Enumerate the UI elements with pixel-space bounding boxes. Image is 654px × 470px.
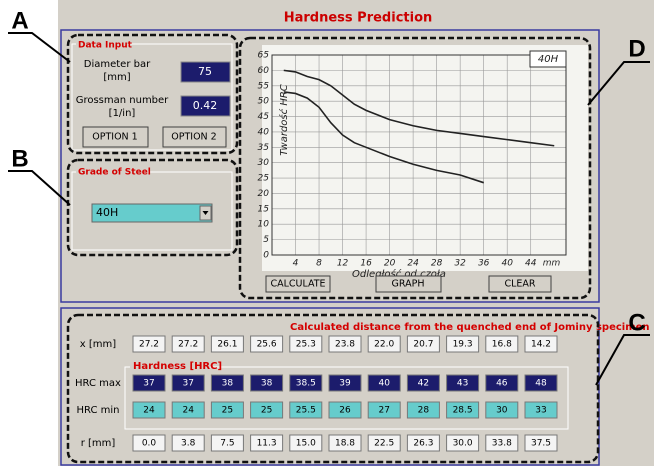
cell-value: 33 xyxy=(535,406,546,416)
input-value: 0.42 xyxy=(193,99,218,112)
label: Diameter bar xyxy=(84,59,151,70)
callout: C xyxy=(628,309,645,336)
x-tick-label: 24 xyxy=(407,259,419,269)
callout: A xyxy=(11,7,28,34)
cell-value: 14.2 xyxy=(531,340,551,350)
screen: Hardness Prediction Data Input Diameter … xyxy=(0,0,654,466)
row-label: x [mm] xyxy=(80,339,116,350)
cell-value: 23.8 xyxy=(335,340,355,350)
y-tick-label: 40 xyxy=(258,127,270,137)
cell-value: 28.5 xyxy=(453,406,473,416)
cell-value: 11.3 xyxy=(257,439,277,449)
legend: Grade of Steel xyxy=(78,168,151,178)
cell-value: 25.6 xyxy=(257,340,277,350)
graph-bg xyxy=(262,45,588,271)
cell-value: 27.2 xyxy=(178,340,198,350)
cell-value: 16.8 xyxy=(492,340,512,350)
cell-value: 42 xyxy=(418,379,429,389)
row-label: HRC max xyxy=(75,378,121,389)
cell-value: 48 xyxy=(535,379,547,389)
cell-value: 27 xyxy=(378,406,389,416)
cell-value: 40 xyxy=(378,379,390,389)
cell-value: 18.8 xyxy=(335,439,355,449)
button-label: CALCULATE xyxy=(270,279,325,290)
y-tick-label: 50 xyxy=(258,97,270,107)
x-tick-label: 20 xyxy=(384,259,396,269)
y-tick-label: 0 xyxy=(263,251,269,261)
cell-value: 46 xyxy=(496,379,508,389)
cell-value: 20.7 xyxy=(413,340,433,350)
callout: B xyxy=(11,145,28,172)
cell-value: 22.0 xyxy=(374,340,394,350)
x-unit: mm xyxy=(543,259,561,269)
x-tick-label: 16 xyxy=(360,259,372,269)
legend: Hardness [HRC] xyxy=(133,361,222,372)
button-label: OPTION 2 xyxy=(171,132,216,143)
cell-value: 26 xyxy=(339,406,351,416)
cell-value: 38 xyxy=(261,379,273,389)
cell-value: 3.8 xyxy=(181,439,196,449)
x-tick-label: 28 xyxy=(431,259,443,269)
cell-value: 38 xyxy=(222,379,234,389)
cell-value: 30.0 xyxy=(453,439,473,449)
y-tick-label: 10 xyxy=(258,220,270,230)
y-tick-label: 25 xyxy=(258,174,270,184)
cell-value: 25.5 xyxy=(296,406,316,416)
cell-value: 26.1 xyxy=(217,340,237,350)
cell-value: 27.2 xyxy=(139,340,159,350)
cell-value: 37 xyxy=(182,379,193,389)
x-tick-label: 44 xyxy=(525,259,537,269)
x-tick-label: 12 xyxy=(337,259,349,269)
cell-value: 15.0 xyxy=(296,439,316,449)
label: [1/in] xyxy=(109,108,136,119)
y-tick-label: 5 xyxy=(263,235,269,245)
callout: D xyxy=(628,35,645,62)
y-tick-label: 20 xyxy=(258,189,270,199)
cell-value: 7.5 xyxy=(220,439,234,449)
row-label: r [mm] xyxy=(81,438,116,449)
x-tick-label: 4 xyxy=(293,259,299,269)
y-tick-label: 15 xyxy=(258,204,270,214)
button-label: OPTION 1 xyxy=(92,132,137,143)
cell-value: 43 xyxy=(457,379,468,389)
cell-value: 26.3 xyxy=(413,439,433,449)
label: [mm] xyxy=(103,72,130,83)
cell-value: 39 xyxy=(339,379,351,389)
row-label: HRC min xyxy=(77,405,120,416)
y-tick-label: 35 xyxy=(258,143,270,153)
label: Grossman number xyxy=(76,95,169,106)
cell-value: 25.3 xyxy=(296,340,316,350)
legend: Data Input xyxy=(78,41,133,51)
y-tick-label: 60 xyxy=(258,66,270,76)
y-tick-label: 45 xyxy=(258,112,270,122)
cell-value: 24 xyxy=(182,406,194,416)
y-tick-label: 55 xyxy=(258,81,270,91)
cell-value: 0.0 xyxy=(142,439,157,449)
input-value: 75 xyxy=(198,65,212,78)
title: Hardness Prediction xyxy=(284,11,433,26)
cell-value: 25 xyxy=(261,406,272,416)
cell-value: 30 xyxy=(496,406,508,416)
x-tick-label: 32 xyxy=(454,259,466,269)
select-value: 40H xyxy=(96,206,118,219)
cell-value: 33.8 xyxy=(492,439,512,449)
cell-value: 37.5 xyxy=(531,439,551,449)
caption: Calculated distance from the quenched en… xyxy=(290,322,650,333)
button-label: GRAPH xyxy=(392,279,425,290)
x-tick-label: 8 xyxy=(316,259,322,269)
button-label: CLEAR xyxy=(504,279,535,290)
x-tick-label: 36 xyxy=(478,259,490,269)
cell-value: 19.3 xyxy=(453,340,473,350)
cell-value: 28 xyxy=(418,406,430,416)
x-tick-label: 40 xyxy=(501,259,513,269)
y-tick-label: 65 xyxy=(258,51,270,61)
chart-label: 40H xyxy=(538,54,559,65)
cell-value: 38.5 xyxy=(296,379,316,389)
cell-value: 24 xyxy=(143,406,155,416)
y-tick-label: 30 xyxy=(258,158,270,168)
y-axis-label: Twardość HRC xyxy=(278,84,290,156)
cell-value: 25 xyxy=(222,406,233,416)
cell-value: 22.5 xyxy=(374,439,394,449)
cell-value: 37 xyxy=(143,379,154,389)
